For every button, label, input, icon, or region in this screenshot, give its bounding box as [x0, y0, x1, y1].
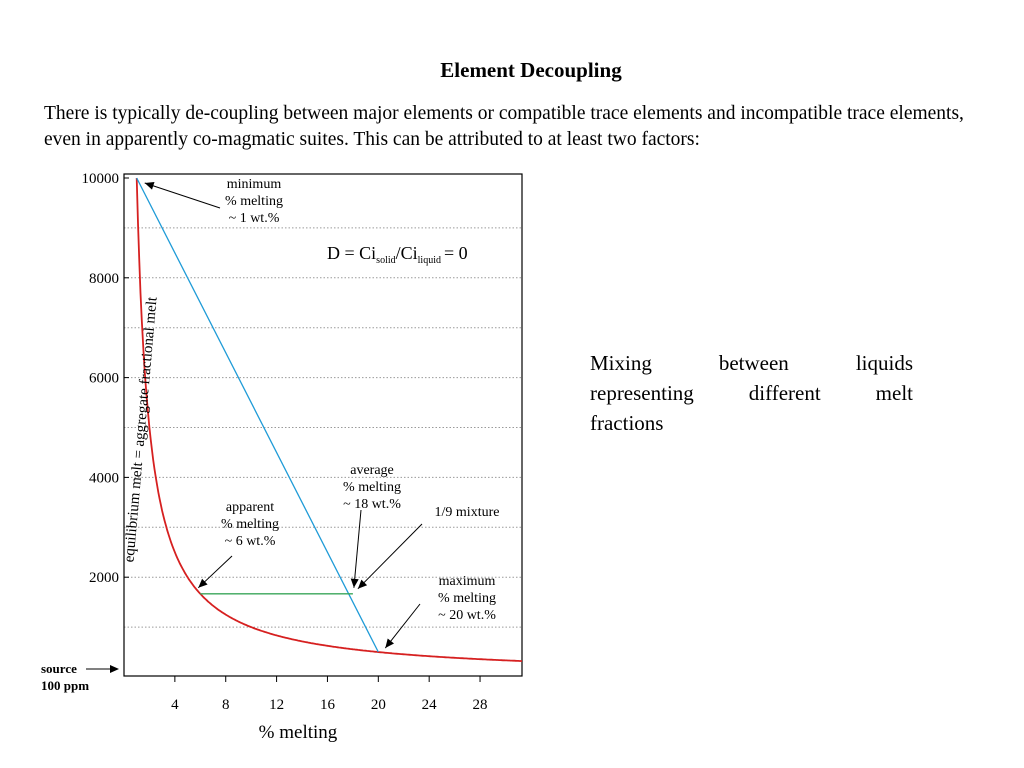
annotation-apparent-line: apparent — [226, 500, 274, 515]
annotation-average-text: average % melting ~ 18 wt.% — [343, 463, 401, 512]
grid-layer — [124, 227, 522, 628]
red-melt-curve — [135, 177, 523, 662]
equation-label: D = Cisolid/Ciliquid = 0 — [327, 243, 468, 266]
x-tick-label: 16 — [320, 697, 336, 713]
annotation-maximum-arrow — [384, 603, 421, 649]
annotation-maximum-line: % melting — [438, 591, 496, 606]
y-tick-label: 4000 — [89, 470, 119, 486]
intro-paragraph: There is typically de-coupling between m… — [44, 103, 964, 150]
annotation-mixture: 1/9 mixture — [357, 505, 500, 590]
source-label: source 100 ppm — [41, 661, 89, 693]
annotation-minimum-arrow — [144, 182, 221, 209]
annotation-average-arrow — [353, 509, 362, 588]
annotation-minimum-line: % melting — [225, 194, 283, 209]
x-tick-label: 8 — [222, 697, 230, 713]
annotation-apparent-line: % melting — [221, 517, 279, 532]
annotation-apparent-line: ~ 6 wt.% — [225, 534, 276, 549]
annotation-maximum-arrow-head — [385, 638, 394, 648]
red-curve-label: equilibrium melt = aggregate fractional … — [121, 295, 160, 562]
blue-mixing-line — [136, 177, 379, 653]
x-tick-label: 28 — [473, 697, 488, 713]
annotation-average-arrow-head — [350, 578, 359, 588]
annotation-mixture-line: 1/9 mixture — [435, 505, 500, 520]
annotation-apparent-text: apparent % melting ~ 6 wt.% — [221, 500, 279, 549]
side-text-line: fractions — [590, 411, 664, 435]
x-tick-label: 12 — [269, 697, 284, 713]
annotation-apparent: apparent % melting ~ 6 wt.% — [197, 500, 279, 589]
annotation-maximum: maximum % melting ~ 20 wt.% — [384, 574, 496, 649]
y-tick-label: 2000 — [89, 570, 119, 586]
annotation-mixture-text: 1/9 mixture — [435, 505, 500, 520]
annotation-maximum-text: maximum % melting ~ 20 wt.% — [438, 574, 496, 623]
annotation-minimum-line: ~ 1 wt.% — [229, 211, 280, 226]
side-text-line: Mixing between liquids — [590, 351, 913, 375]
y-tick-label: 6000 — [89, 371, 119, 387]
annotation-average-line: % melting — [343, 480, 401, 495]
annotation-maximum-line: ~ 20 wt.% — [438, 608, 496, 623]
annotation-mixture-arrow — [357, 523, 423, 590]
series-layer — [135, 177, 523, 662]
ticks-layer: 2000 4000 6000 8000 10000 4 8 12 16 20 24 28 — [82, 171, 488, 713]
annotation-average-line: ~ 18 wt.% — [343, 497, 401, 512]
side-text: Mixing between liquids representing diff… — [590, 348, 913, 438]
x-tick-label: 4 — [171, 697, 179, 713]
annotation-layer: minimum % melting ~ 1 wt.% apparent % meltin… — [144, 177, 500, 649]
slide-title: Element Decoupling — [440, 58, 622, 82]
annotation-minimum-arrow-head — [144, 182, 155, 190]
annotation-average: average % melting ~ 18 wt.% — [343, 463, 401, 588]
x-tick-label: 20 — [371, 697, 386, 713]
y-tick-label: 10000 — [82, 171, 120, 187]
annotation-apparent-arrow-head — [198, 578, 208, 588]
x-tick-label: 24 — [422, 697, 438, 713]
annotation-average-line: average — [350, 463, 394, 478]
annotation-minimum-text: minimum % melting ~ 1 wt.% — [225, 177, 283, 226]
annotation-mixture-arrow-head — [357, 579, 368, 589]
side-text-line: representing different melt — [590, 381, 913, 405]
annotation-minimum: minimum % melting ~ 1 wt.% — [144, 177, 283, 226]
plot-frame — [123, 173, 523, 677]
annotation-maximum-line: maximum — [439, 574, 496, 589]
source-arrow-head — [110, 665, 119, 673]
x-axis-label: % melting — [259, 722, 338, 743]
annotation-minimum-line: minimum — [227, 177, 282, 192]
y-tick-label: 8000 — [89, 271, 119, 287]
